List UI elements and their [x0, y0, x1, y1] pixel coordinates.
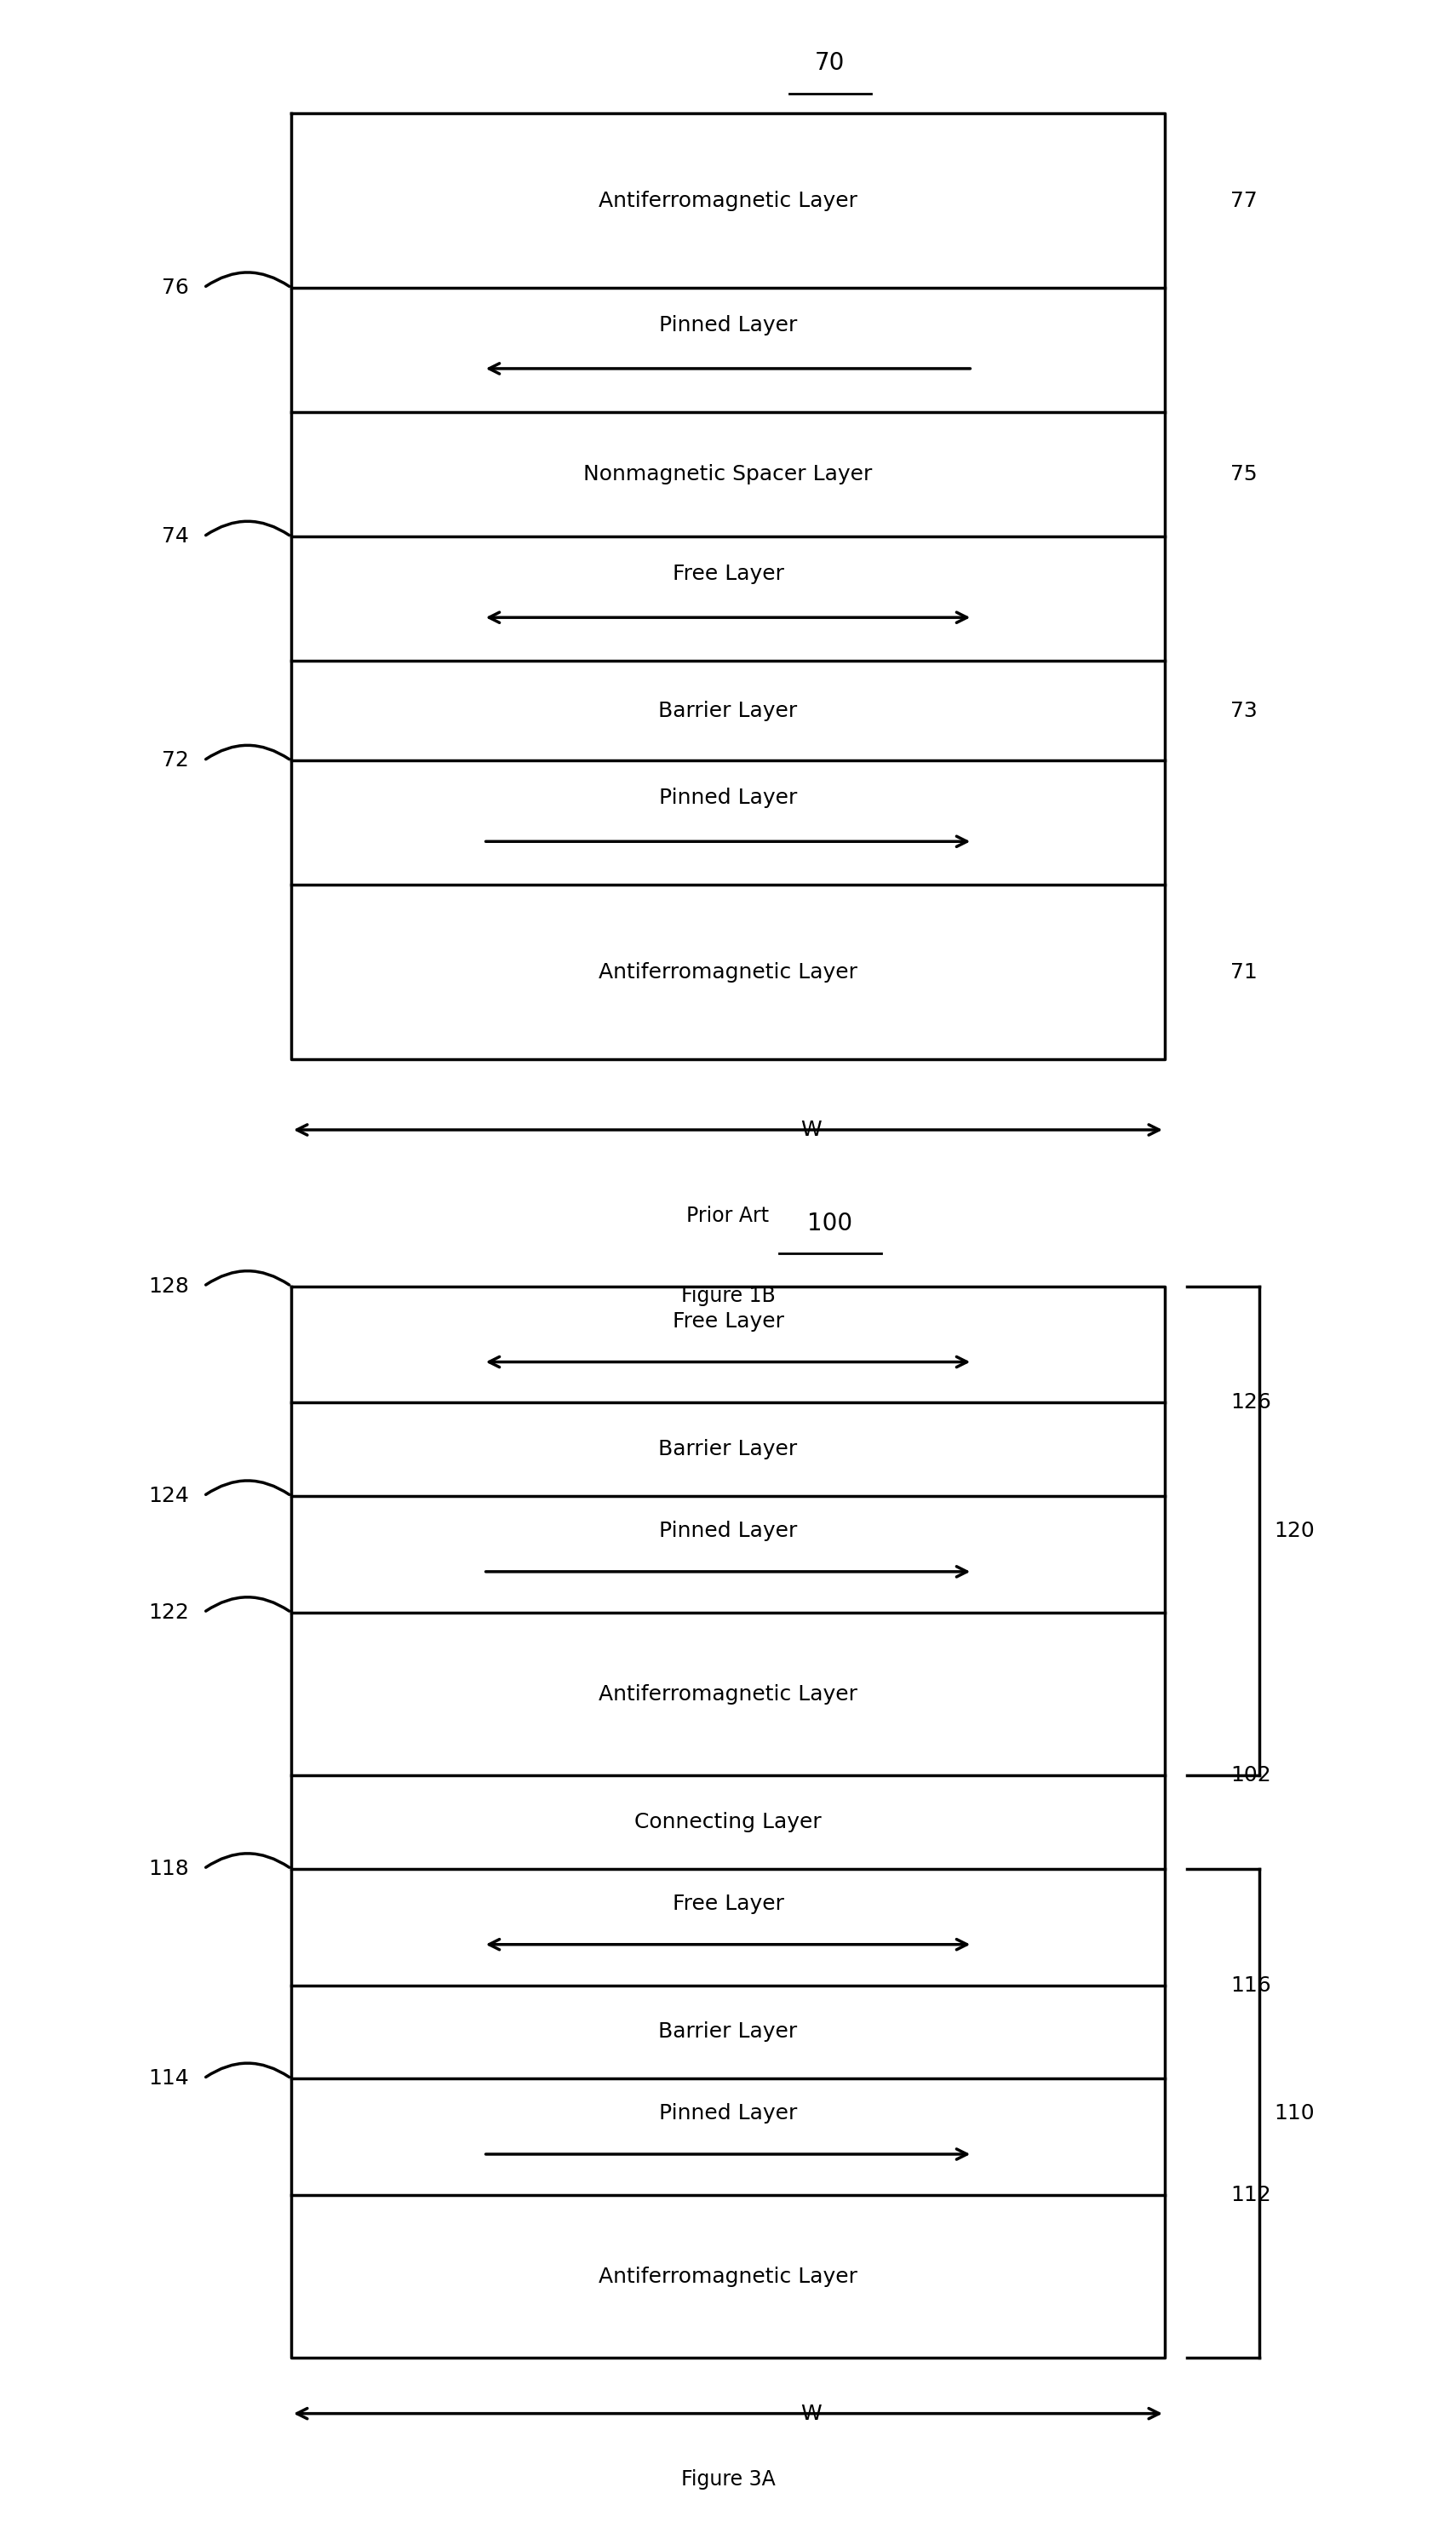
Text: 112: 112: [1230, 2184, 1271, 2204]
Text: 128: 128: [149, 1276, 189, 1296]
Text: 70: 70: [815, 50, 844, 76]
Text: 120: 120: [1274, 1521, 1315, 1541]
Text: 100: 100: [807, 1211, 853, 1236]
Text: 114: 114: [149, 2068, 189, 2088]
Text: Barrier Layer: Barrier Layer: [658, 701, 798, 721]
Text: Barrier Layer: Barrier Layer: [658, 2023, 798, 2043]
Text: 73: 73: [1230, 701, 1258, 721]
Text: Pinned Layer: Pinned Layer: [660, 2103, 796, 2124]
Text: 75: 75: [1230, 464, 1257, 484]
Text: Pinned Layer: Pinned Layer: [660, 1521, 796, 1541]
Text: 102: 102: [1230, 1765, 1271, 1786]
Text: Figure 3A: Figure 3A: [681, 2469, 775, 2489]
Text: 71: 71: [1230, 961, 1258, 984]
Text: 126: 126: [1230, 1392, 1271, 1412]
Text: 118: 118: [149, 1859, 189, 1879]
Text: Antiferromagnetic Layer: Antiferromagnetic Layer: [598, 1685, 858, 1705]
Text: Free Layer: Free Layer: [673, 1894, 783, 1914]
Text: 122: 122: [149, 1601, 189, 1622]
Text: Connecting Layer: Connecting Layer: [635, 1811, 821, 1833]
Text: W: W: [801, 2403, 821, 2424]
Text: Free Layer: Free Layer: [673, 565, 783, 585]
Text: 110: 110: [1274, 2103, 1315, 2124]
Text: Prior Art: Prior Art: [687, 1206, 769, 1226]
Text: W: W: [801, 1120, 821, 1140]
Text: 76: 76: [162, 277, 189, 298]
Text: 74: 74: [162, 527, 189, 547]
Text: 124: 124: [149, 1485, 189, 1506]
Text: Antiferromagnetic Layer: Antiferromagnetic Layer: [598, 961, 858, 984]
Text: Antiferromagnetic Layer: Antiferromagnetic Layer: [598, 2267, 858, 2287]
Text: Barrier Layer: Barrier Layer: [658, 1440, 798, 1460]
Text: 116: 116: [1230, 1975, 1271, 1995]
Text: 72: 72: [162, 752, 189, 772]
Text: Nonmagnetic Spacer Layer: Nonmagnetic Spacer Layer: [584, 464, 872, 484]
Text: 77: 77: [1230, 189, 1258, 212]
Text: Antiferromagnetic Layer: Antiferromagnetic Layer: [598, 189, 858, 212]
Text: Free Layer: Free Layer: [673, 1311, 783, 1332]
Text: Pinned Layer: Pinned Layer: [660, 315, 796, 335]
Text: Pinned Layer: Pinned Layer: [660, 787, 796, 807]
Text: Figure 1B: Figure 1B: [681, 1286, 775, 1306]
